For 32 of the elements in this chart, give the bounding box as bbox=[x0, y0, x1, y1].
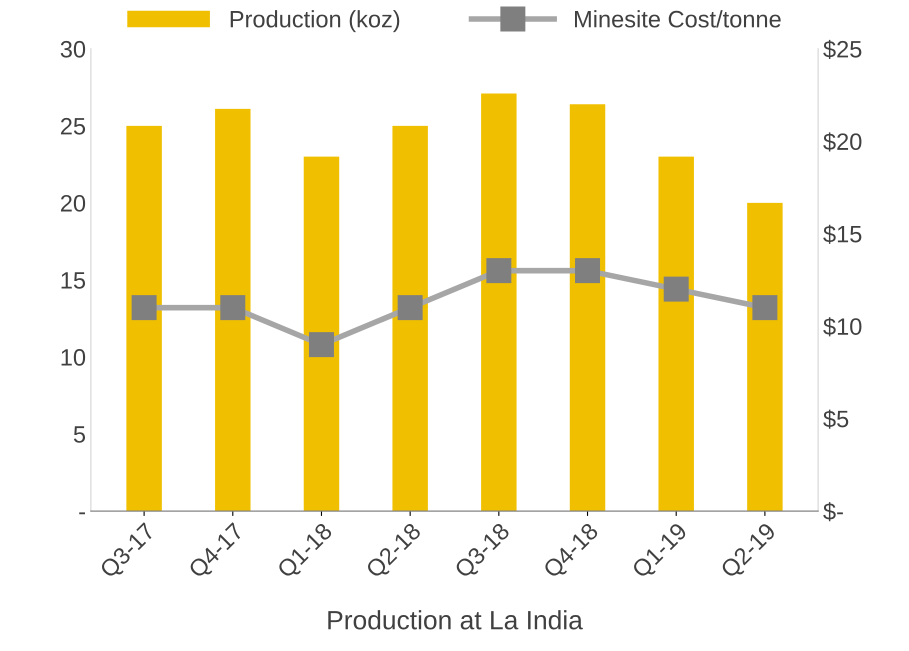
y-tick-label: 5 bbox=[74, 426, 86, 443]
y-tick-label: 25 bbox=[60, 118, 86, 135]
y2-tick-label: $10 bbox=[823, 317, 862, 336]
point bbox=[752, 295, 778, 320]
y-tick-label: 20 bbox=[60, 194, 86, 212]
y-tick-label: 30 bbox=[60, 40, 86, 58]
bar bbox=[658, 156, 694, 512]
point bbox=[398, 295, 423, 320]
point bbox=[220, 295, 246, 320]
point bbox=[308, 332, 334, 358]
legend-label: Minesite Cost/tonne bbox=[575, 10, 781, 28]
y2-tick-label: $25 bbox=[823, 40, 862, 60]
y-tick-label: 10 bbox=[62, 349, 86, 366]
bar bbox=[481, 94, 517, 512]
legend-label: Production (koz) bbox=[230, 10, 400, 32]
bar bbox=[215, 108, 251, 512]
y2-tick-label: $- bbox=[823, 502, 843, 522]
bar bbox=[304, 156, 340, 512]
y-tick-label: 15 bbox=[62, 272, 86, 289]
bar bbox=[392, 126, 428, 512]
point bbox=[132, 295, 157, 320]
y2-tick-label: $5 bbox=[823, 410, 848, 429]
bar bbox=[126, 126, 162, 512]
bar bbox=[570, 104, 606, 512]
point bbox=[486, 258, 512, 284]
y2-tick-label: $15 bbox=[823, 224, 862, 244]
y-tick-label: - bbox=[79, 512, 85, 514]
bar bbox=[747, 202, 783, 512]
y2-tick-label: $20 bbox=[823, 132, 862, 152]
text: Production at La India bbox=[328, 610, 583, 630]
point bbox=[664, 276, 689, 302]
point bbox=[575, 258, 600, 284]
